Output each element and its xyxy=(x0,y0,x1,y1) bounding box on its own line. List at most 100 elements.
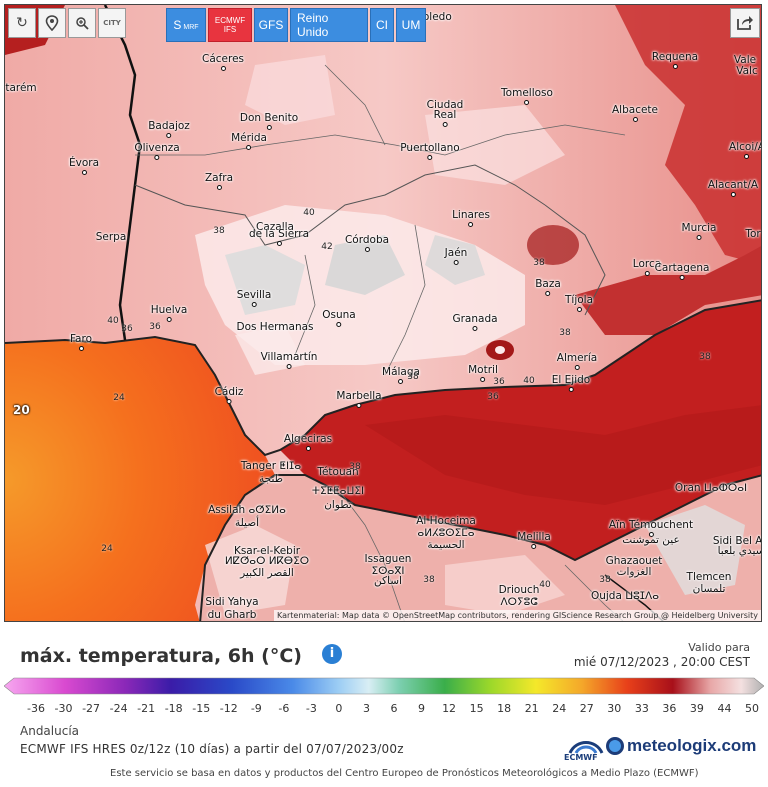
place-name: Real xyxy=(433,109,457,121)
refresh-button[interactable]: ↻ xyxy=(8,8,36,38)
place-label: Lorca xyxy=(633,258,661,276)
brand-logo[interactable]: meteologix.com xyxy=(606,736,756,756)
isotherm-label: 38 xyxy=(699,352,711,362)
model-button-label: ECMWF xyxy=(214,16,246,25)
place-name: Huelva xyxy=(150,304,188,316)
scale-tick-label: 15 xyxy=(469,702,484,715)
place-label: Tor xyxy=(745,228,760,240)
scale-tick-label: 12 xyxy=(442,702,457,715)
isotherm-label: 24 xyxy=(113,393,125,403)
scale-tick-label: 30 xyxy=(607,702,622,715)
place-name: أصيلة xyxy=(234,517,260,529)
model-button[interactable]: CI xyxy=(370,8,394,42)
place-marker-icon xyxy=(672,64,678,69)
place-label: ⴷⵔⵢⵓⵛ xyxy=(500,596,537,608)
share-button[interactable] xyxy=(730,8,760,38)
place-marker-icon xyxy=(568,387,574,392)
place-name: Cazalla xyxy=(256,221,294,233)
model-button-label: GFS xyxy=(258,18,284,32)
place-marker-icon xyxy=(696,235,702,240)
scale-tick-label: -9 xyxy=(250,702,262,715)
isotherm-label: 42 xyxy=(321,242,333,252)
place-name: Alacant/A xyxy=(707,179,759,191)
place-label: Olivenza xyxy=(134,142,180,160)
city-toggle-button[interactable]: CITY xyxy=(98,8,126,38)
place-name: Issaguen xyxy=(364,553,412,565)
place-label: Don Benito xyxy=(240,112,298,130)
map-attribution[interactable]: Kartenmaterial: Map data © OpenStreetMap… xyxy=(273,610,761,621)
place-name: Linares xyxy=(452,209,490,221)
scale-tick-label: 44 xyxy=(717,702,732,715)
city-label: CITY xyxy=(103,19,121,27)
place-name: تلمسان xyxy=(692,583,726,595)
place-label: Vale xyxy=(734,54,756,66)
scale-tick-label: 39 xyxy=(689,702,704,715)
valid-for-label: Valido para xyxy=(688,641,750,654)
place-marker-icon xyxy=(730,192,736,197)
place-marker-icon xyxy=(364,247,370,252)
place-name: Algeciras xyxy=(283,433,333,445)
place-label: اساكن xyxy=(374,575,402,587)
place-label: Murcia xyxy=(681,222,717,240)
place-name: Almería xyxy=(556,352,598,364)
isotherm-label: 24 xyxy=(101,544,113,554)
place-name: Don Benito xyxy=(239,112,299,124)
refresh-icon: ↻ xyxy=(16,15,28,31)
place-label: du Gharb xyxy=(208,609,257,621)
model-button[interactable]: ECMWF IFS xyxy=(208,8,252,42)
place-label: de la Sierra xyxy=(249,228,309,246)
scale-tick-label: -15 xyxy=(192,702,211,715)
model-button[interactable]: GFS xyxy=(254,8,288,42)
location-button[interactable] xyxy=(38,8,66,38)
scale-tick-label: 0 xyxy=(335,702,343,715)
place-label: أصيلة xyxy=(235,517,259,529)
place-name: Cáceres xyxy=(201,53,245,65)
scale-tick-label: -6 xyxy=(278,702,290,715)
place-label: Alcoi/A xyxy=(729,141,761,159)
scale-tick-label: -30 xyxy=(54,702,73,715)
place-label: تطوان xyxy=(324,499,352,511)
place-name: Murcia xyxy=(681,222,717,234)
place-name: Puertollano xyxy=(400,142,460,154)
place-name: Granada xyxy=(452,313,498,325)
place-label: Sevilla xyxy=(237,289,271,307)
info-icon[interactable]: i xyxy=(322,644,342,664)
edge-value: 20 xyxy=(13,403,30,417)
place-name: Melilla xyxy=(517,531,551,543)
model-button[interactable]: Reino Unido xyxy=(290,8,368,42)
place-marker-icon xyxy=(545,291,551,296)
place-label: Dos Hermanas xyxy=(236,321,313,333)
model-button[interactable]: S MRF xyxy=(166,8,206,42)
place-name: الغزوات xyxy=(616,566,652,578)
place-label: Jaén xyxy=(445,247,467,265)
map-base-layer xyxy=(5,5,761,621)
meteologix-logo-icon xyxy=(606,737,624,755)
temperature-map[interactable]: Cáceres Toledo Tomelloso Ciudad Real Albacete… xyxy=(4,4,762,622)
place-label: El Ejido xyxy=(552,374,590,392)
isotherm-label: 38 xyxy=(407,372,419,382)
place-marker-icon xyxy=(336,322,342,327)
place-name: Vale xyxy=(733,54,757,66)
place-name: Ksar-el-Kebir xyxy=(233,545,301,557)
place-label: Algeciras xyxy=(284,433,332,451)
place-label: Almería xyxy=(557,352,597,370)
isotherm-label: 40 xyxy=(107,316,119,326)
place-marker-icon xyxy=(305,446,311,451)
isotherm-label: 36 xyxy=(149,322,161,332)
scale-tick-label: -3 xyxy=(305,702,317,715)
model-button[interactable]: UM xyxy=(396,8,426,42)
isotherm-label: 40 xyxy=(523,376,535,386)
place-marker-icon xyxy=(356,403,362,408)
zoom-icon xyxy=(76,17,89,30)
place-name: القصر الكبير xyxy=(240,567,294,579)
place-name: Aïn Témouchent xyxy=(608,519,694,531)
place-name: Toledo xyxy=(418,11,452,23)
scale-tick-label: 6 xyxy=(390,702,398,715)
model-button-sublabel: MRF xyxy=(183,23,199,31)
place-label: Zafra xyxy=(205,172,233,190)
zoom-button[interactable] xyxy=(68,8,96,38)
place-name: Requena xyxy=(651,51,699,63)
place-label: Cádiz xyxy=(215,386,243,404)
place-label: Oujda ⵡⵓⵊⴷⴰ xyxy=(591,590,659,602)
isotherm-label: 40 xyxy=(539,580,551,590)
